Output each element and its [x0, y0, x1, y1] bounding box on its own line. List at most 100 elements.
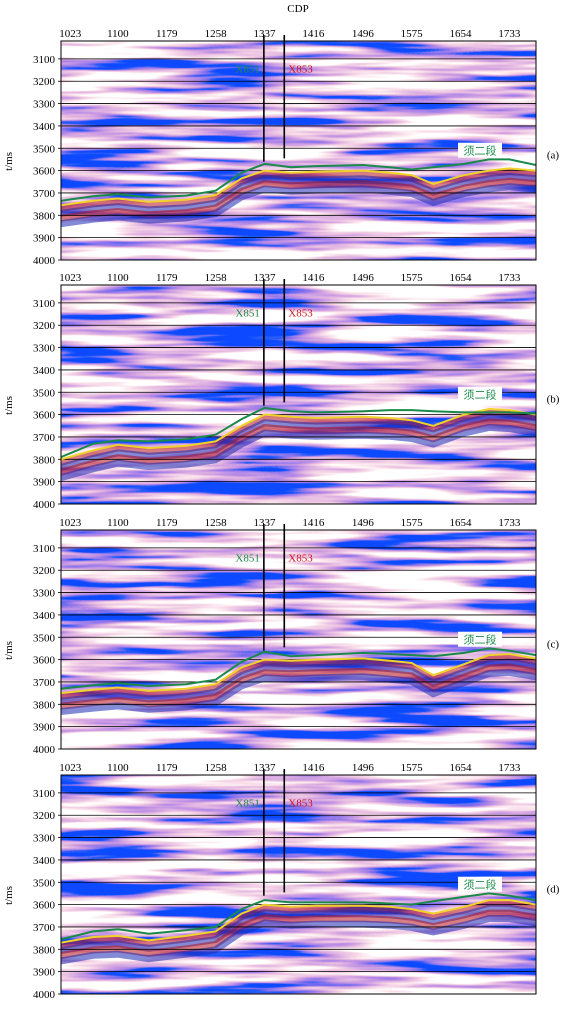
- x-tick-label: 1258: [205, 28, 228, 40]
- plot-frame: [60, 774, 537, 995]
- panel-b: 1023 1100 1179 1258 1337 1416 1496 1575 1654 1733…: [3, 272, 560, 511]
- reflector-band: [61, 915, 536, 965]
- y-tick-label: 3100: [33, 298, 56, 310]
- reflector-band: [61, 177, 536, 222]
- y-tick-label: 3800: [33, 944, 56, 956]
- y-axis-title: t/ms: [3, 641, 15, 660]
- x-tick-label: 1575: [401, 28, 424, 40]
- y-tick-label: 3600: [33, 655, 56, 667]
- y-tick-label: 3600: [33, 900, 56, 912]
- y-tick-label: 3600: [33, 166, 56, 178]
- x-tick-label: 1416: [302, 272, 325, 284]
- x-tick-label: 1416: [302, 762, 325, 774]
- x-tick-label: 1337: [253, 762, 276, 774]
- x-tick-label: 1496: [352, 28, 375, 40]
- y-tick-label: 3700: [33, 677, 56, 689]
- horizon-green-line: [61, 647, 536, 690]
- panels-root: 1023 1100 1179 1258 1337 1416 1496 1575 1654 1733…: [3, 28, 560, 1001]
- x-tick-label: 1337: [253, 517, 276, 529]
- x-tick-label: 1179: [156, 762, 178, 774]
- horizon-green-line: [61, 406, 536, 459]
- horizon-label-bg: [458, 631, 502, 647]
- x-tick-label: 1575: [401, 762, 424, 774]
- seismic-amplitude: [61, 530, 536, 749]
- x-tick-label: 1654: [450, 28, 473, 40]
- seismic-image: [61, 530, 536, 749]
- y-tick-label: 3400: [33, 121, 56, 133]
- y-tick-label: 3800: [33, 699, 56, 711]
- plot-frame: [60, 284, 537, 505]
- x-tick-label: 1496: [352, 517, 375, 529]
- well-label-x853: X853: [288, 307, 313, 319]
- x-tick-label: 1100: [107, 272, 129, 284]
- x-tick-label: 1100: [107, 517, 129, 529]
- x-tick-label: 1733: [498, 28, 521, 40]
- seismic-amplitude: [61, 41, 536, 260]
- panel-label: (b): [547, 393, 560, 405]
- x-tick-label: 1337: [253, 272, 276, 284]
- reflector-band: [61, 418, 536, 476]
- y-axis-title: t/ms: [3, 396, 15, 415]
- y-axis-title: t/ms: [3, 152, 15, 171]
- horizon-label-bg: [458, 386, 502, 402]
- x-tick-label: 1179: [156, 517, 178, 529]
- y-tick-label: 3200: [33, 76, 56, 88]
- y-tick-label: 3400: [33, 365, 56, 377]
- well-label-x853: X853: [288, 552, 313, 564]
- y-tick-label: 3200: [33, 320, 56, 332]
- horizon-label-bg: [458, 142, 502, 158]
- seismic-image: [61, 285, 536, 504]
- x-tick-label: 1337: [253, 28, 276, 40]
- horizon-yellow-line: [61, 167, 536, 207]
- panel-c: 1023 1100 1179 1258 1337 1416 1496 1575 1654 1733…: [3, 517, 559, 756]
- y-tick-label: 4000: [33, 255, 56, 267]
- well-label-x853: X853: [288, 797, 313, 809]
- y-tick-label: 3900: [33, 722, 56, 734]
- reflector-band: [61, 658, 536, 705]
- y-tick-label: 3400: [33, 855, 56, 867]
- x-tick-label: 1416: [302, 517, 325, 529]
- y-tick-label: 3700: [33, 188, 56, 200]
- y-tick-label: 3300: [33, 588, 56, 600]
- horizon-yellow-line: [61, 899, 536, 944]
- y-tick-label: 4000: [33, 499, 56, 511]
- well-label-x851: X851: [235, 552, 259, 564]
- horizon-green-line: [61, 892, 536, 941]
- x-tick-label: 1258: [205, 517, 228, 529]
- reflector-band: [61, 668, 536, 715]
- reflector-band: [61, 413, 536, 471]
- y-tick-label: 3900: [33, 233, 56, 245]
- well-label-x851: X851: [235, 307, 259, 319]
- x-tick-label: 1575: [401, 272, 424, 284]
- x-tick-label: 1416: [302, 28, 325, 40]
- panel-d: 1023 1100 1179 1258 1337 1416 1496 1575 1654 1733…: [3, 762, 560, 1001]
- x-tick-label: 1733: [498, 517, 521, 529]
- x-tick-label: 1733: [498, 762, 521, 774]
- plot-frame: [60, 529, 537, 750]
- y-tick-label: 3500: [33, 387, 56, 399]
- y-tick-label: 3100: [33, 543, 56, 555]
- well-label-x851: X851: [235, 797, 259, 809]
- x-tick-label: 1258: [205, 272, 228, 284]
- x-tick-label: 1023: [59, 28, 82, 40]
- x-tick-label: 1496: [352, 272, 375, 284]
- y-tick-label: 3500: [33, 877, 56, 889]
- x-tick-label: 1100: [107, 28, 129, 40]
- horizon-label: 须二段: [464, 878, 497, 892]
- y-tick-label: 3900: [33, 477, 56, 489]
- x-tick-label: 1179: [156, 272, 178, 284]
- reflector-band: [61, 423, 536, 481]
- y-tick-label: 3200: [33, 565, 56, 577]
- y-tick-label: 3300: [33, 99, 56, 111]
- reflector-band: [61, 663, 536, 710]
- y-tick-label: 3500: [33, 632, 56, 644]
- y-tick-label: 3300: [33, 343, 56, 355]
- y-tick-label: 3900: [33, 967, 56, 979]
- horizon-green-line: [61, 158, 536, 202]
- y-axis-title: t/ms: [3, 886, 15, 905]
- x-tick-label: 1023: [59, 517, 82, 529]
- y-tick-label: 3200: [33, 810, 56, 822]
- well-label-x853: X853: [288, 63, 313, 75]
- y-tick-label: 3100: [33, 54, 56, 66]
